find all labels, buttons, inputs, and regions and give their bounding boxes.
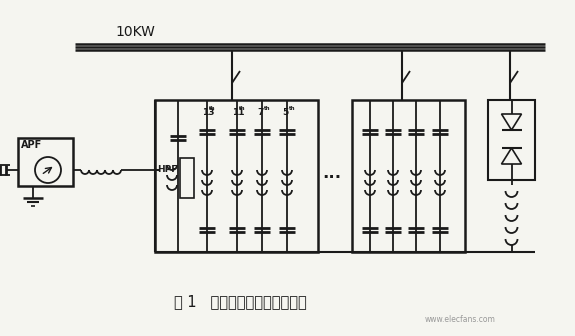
Circle shape [35,157,61,183]
Text: 13: 13 [202,108,214,117]
Text: ...: ... [323,164,342,182]
Bar [155,100,318,252]
Text: th: th [264,106,270,111]
Text: www.elecfans.com: www.elecfans.com [424,316,496,325]
Text: th: th [209,106,216,111]
Text: th: th [289,106,296,111]
Text: 图 1   补偿与滤波装置的主电路: 图 1 补偿与滤波装置的主电路 [174,294,306,309]
Text: 10KW: 10KW [115,25,155,39]
Text: 5: 5 [282,108,288,117]
Bar [352,100,465,252]
Text: APF: APF [21,140,42,150]
Bar [18,138,73,186]
Bar [180,158,194,198]
Text: th: th [239,106,246,111]
Text: HPF: HPF [157,165,177,174]
Bar [488,100,535,180]
Text: 11: 11 [232,108,244,117]
Text: 7: 7 [257,108,263,117]
